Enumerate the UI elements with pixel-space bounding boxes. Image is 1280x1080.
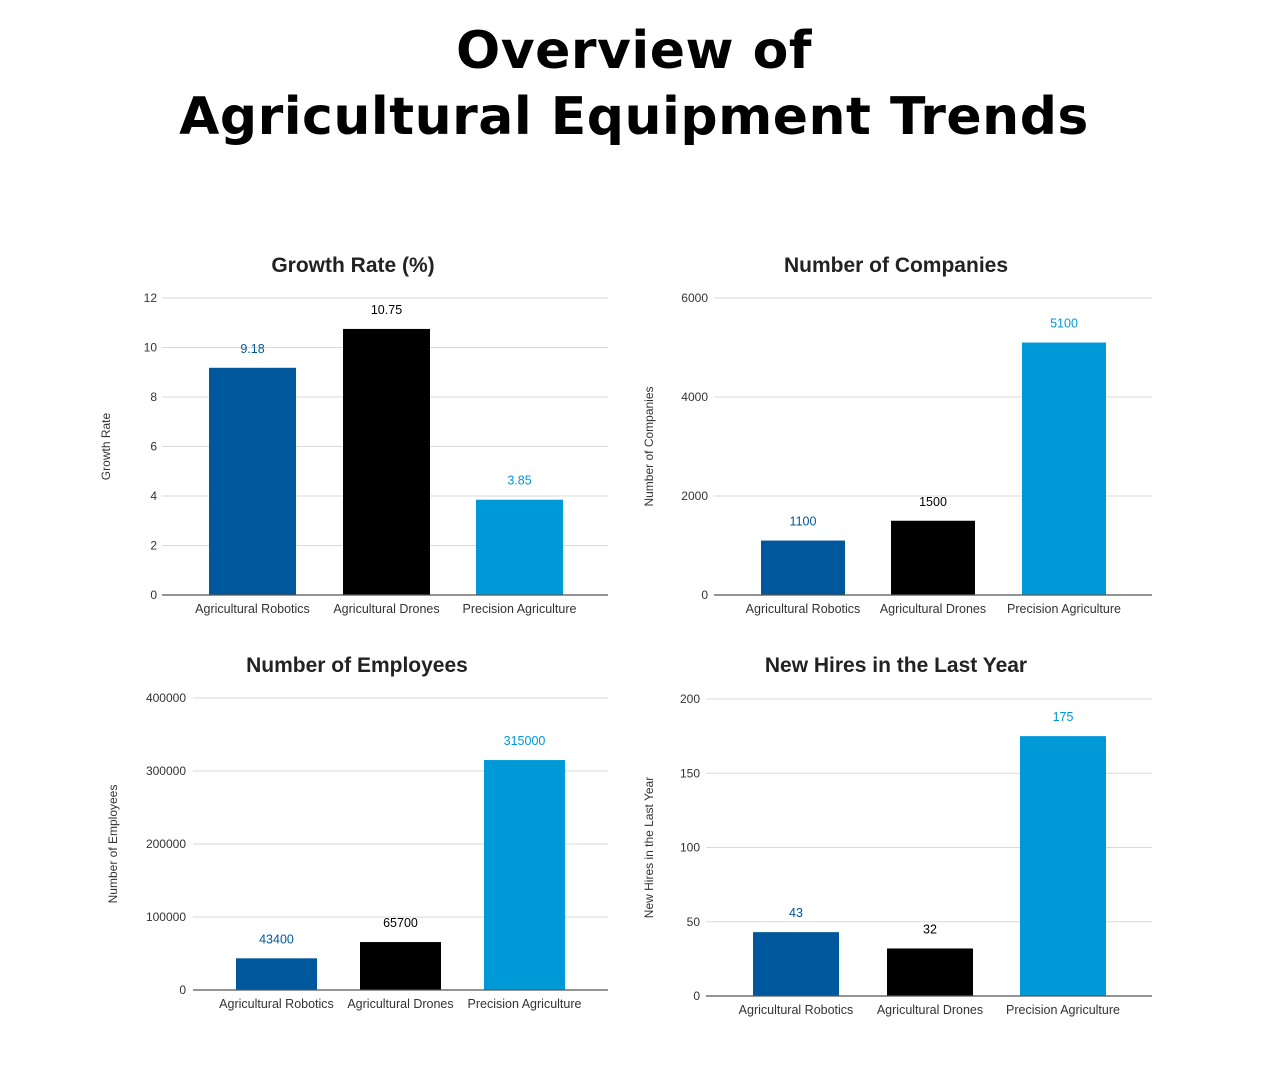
chart-title: Number of Employees	[246, 654, 468, 677]
x-tick-label: Precision Agriculture	[463, 602, 577, 616]
chart-title: Number of Companies	[784, 254, 1008, 277]
y-tick-label: 0	[150, 588, 157, 602]
y-tick-label: 150	[680, 766, 700, 780]
chart-new-hires-in-the-last-year: New Hires in the Last Year 0 50 100 150 200 Ne…	[642, 654, 1152, 1017]
main-title-line1: Overview of	[456, 21, 812, 81]
data-label: 5100	[1050, 317, 1078, 331]
y-tick-label: 200	[680, 692, 700, 706]
y-tick-label: 4000	[681, 390, 708, 404]
bar-agricultural-robotics	[236, 958, 317, 990]
bar-precision-agriculture	[1020, 736, 1106, 996]
data-label: 3.85	[507, 474, 531, 488]
y-tick-label: 8	[150, 390, 157, 404]
bar-agricultural-drones	[360, 942, 441, 990]
bar-precision-agriculture	[484, 760, 565, 990]
data-label: 1100	[790, 515, 817, 529]
data-label: 32	[923, 922, 937, 936]
y-tick-label: 400000	[146, 691, 186, 705]
bar-precision-agriculture	[1022, 342, 1106, 595]
y-tick-label: 2	[150, 539, 157, 553]
y-tick-label: 12	[144, 291, 158, 305]
y-tick-label: 4	[150, 489, 157, 503]
y-tick-label: 100000	[146, 910, 186, 924]
y-tick-label: 0	[701, 588, 708, 602]
data-label: 1500	[919, 495, 947, 509]
y-tick-label: 6000	[681, 291, 708, 305]
x-tick-label: Precision Agriculture	[468, 997, 582, 1011]
y-axis-label: Number of Employees	[106, 785, 120, 904]
data-label: 43400	[259, 932, 294, 946]
y-axis-label: Growth Rate	[99, 412, 113, 480]
x-tick-label: Agricultural Robotics	[739, 1003, 854, 1017]
data-label: 9.18	[240, 342, 264, 356]
y-axis-label: Number of Companies	[642, 386, 656, 506]
x-tick-label: Agricultural Drones	[347, 997, 453, 1011]
bar-agricultural-robotics	[209, 367, 296, 595]
x-tick-label: Precision Agriculture	[1007, 602, 1121, 616]
y-tick-label: 0	[179, 983, 186, 997]
y-axis-label: New Hires in the Last Year	[642, 777, 656, 918]
chart-growth-rate: Growth Rate (%) 0 2 4 6 8 10 12 Growth Rate 9.18 A…	[99, 254, 608, 616]
chart-title: Growth Rate (%)	[271, 254, 434, 277]
data-label: 10.75	[371, 303, 402, 317]
data-label: 175	[1053, 710, 1074, 724]
x-tick-label: Agricultural Drones	[333, 602, 439, 616]
main-title-line2: Agricultural Equipment Trends	[179, 87, 1089, 147]
bar-precision-agriculture	[476, 499, 563, 595]
data-label: 315000	[504, 734, 546, 748]
chart-number-of-companies: Number of Companies 0 2000 4000 6000 Number o…	[642, 254, 1152, 616]
data-label: 65700	[383, 916, 418, 930]
bar-agricultural-drones	[343, 328, 430, 595]
y-tick-label: 200000	[146, 837, 186, 851]
x-tick-label: Agricultural Drones	[880, 602, 986, 616]
y-tick-label: 100	[680, 841, 700, 855]
chart-number-of-employees: Number of Employees 0 100000 200000 300000 40…	[106, 654, 608, 1011]
main-title: Overview of Agricultural Equipment Trend…	[0, 18, 1268, 150]
bar-agricultural-drones	[891, 520, 975, 595]
bar-agricultural-robotics	[761, 540, 845, 595]
x-tick-label: Agricultural Robotics	[195, 602, 310, 616]
y-tick-label: 0	[693, 989, 700, 1003]
y-tick-label: 10	[144, 341, 158, 355]
bar-agricultural-drones	[887, 948, 973, 996]
x-tick-label: Precision Agriculture	[1006, 1003, 1120, 1017]
y-tick-label: 50	[687, 915, 701, 929]
x-tick-label: Agricultural Drones	[877, 1003, 983, 1017]
chart-title: New Hires in the Last Year	[765, 654, 1027, 677]
data-label: 43	[789, 906, 803, 920]
x-tick-label: Agricultural Robotics	[219, 997, 334, 1011]
y-tick-label: 300000	[146, 764, 186, 778]
y-tick-label: 6	[150, 440, 157, 454]
x-tick-label: Agricultural Robotics	[746, 602, 861, 616]
y-tick-label: 2000	[681, 489, 708, 503]
bar-agricultural-robotics	[753, 932, 839, 996]
